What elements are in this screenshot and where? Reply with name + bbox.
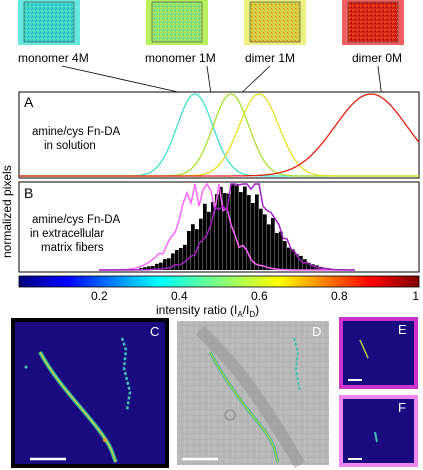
panel-d-letter: D: [312, 324, 321, 339]
colorbar-tick-label: 0.2: [91, 289, 108, 303]
panel-b-histogram-bar: [239, 192, 243, 270]
panel-b-histogram-bar: [199, 218, 203, 270]
panel-a-plot: [19, 93, 420, 177]
panel-b-histogram-bar: [299, 255, 303, 270]
panel-a-frame: [18, 91, 420, 179]
panel-b-histogram-bar: [295, 254, 299, 270]
panel-b-histogram-bar: [231, 184, 235, 270]
panel-b-histogram-bar: [159, 262, 163, 270]
panel-b-histogram-bar: [243, 186, 247, 270]
thumbnail-monomer-1m: [146, 0, 208, 45]
panel-d-image: D: [174, 318, 332, 469]
panel-b-text-line-1: amine/cys Fn-DA: [32, 214, 121, 226]
panel-b-histogram-bar: [207, 211, 211, 270]
colorbar-ticks: 0.2 0.4 0.6 0.8 1: [91, 289, 419, 303]
panel-a-text-line-2: in solution: [44, 140, 96, 152]
panel-b-histogram-bar: [175, 250, 179, 270]
panel-b-histogram-bar: [163, 259, 167, 270]
panel-b-histogram-bar: [171, 253, 175, 270]
panel-b-histogram-bar: [267, 224, 271, 270]
thumbnail-label-dimer-0m: dimer 0M: [352, 51, 402, 65]
panel-b-histogram-bar: [247, 195, 251, 270]
panel-b-histogram-bar: [155, 263, 159, 270]
colorbar-tick-label: 1: [412, 289, 419, 303]
panel-b-histogram-bar: [179, 248, 183, 270]
colorbar: [18, 275, 420, 288]
panel-b-histogram-bar: [307, 262, 311, 270]
panel-b-histogram-bar: [311, 264, 315, 270]
panel-a-text-line-1: amine/cys Fn-DA: [32, 126, 121, 138]
panel-b-histogram-bar: [227, 193, 231, 270]
panel-b-histogram-bar: [271, 218, 275, 270]
panel-b-text-line-3: matrix fibers: [41, 242, 104, 254]
panel-b-histogram-bar: [287, 247, 291, 270]
thumbnail-label-monomer-1m: monomer 1M: [145, 51, 216, 65]
panel-b-histogram-bar: [191, 224, 195, 270]
panel-b-histogram-bar: [151, 265, 155, 270]
panel-c-image: C: [11, 318, 169, 468]
panel-b-histogram-bar: [139, 268, 143, 270]
panel-b-curve-2: [99, 183, 355, 271]
panel-b-histogram-bar: [223, 193, 227, 270]
colorbar-tick-label: 0.6: [251, 289, 268, 303]
panel-b-histogram-bar: [219, 186, 223, 270]
panel-b-text-line-2: in extracellular: [30, 228, 104, 240]
panel-b-histogram-bar: [183, 244, 187, 270]
panel-b-histogram-bar: [279, 231, 283, 270]
panel-b-histogram-bar: [187, 231, 191, 270]
panel-e-image: E: [339, 317, 418, 389]
panel-b-histogram-bar: [263, 214, 267, 270]
panel-b-histogram-bar: [283, 241, 287, 270]
thumbnail-monomer-4m: [18, 0, 80, 45]
thumbnail-dimer-1m: [244, 0, 306, 45]
panel-b-histogram-bar: [259, 208, 263, 270]
panel-b-histogram-bar: [251, 203, 255, 270]
thumbnail-label-monomer-4m: monomer 4M: [18, 51, 89, 65]
thumbnail-dimer-0m: [342, 0, 404, 45]
panel-b-histogram-bar: [147, 266, 151, 270]
panel-b-histogram-bar: [275, 233, 279, 270]
panel-f-image: F: [339, 395, 418, 467]
panel-b-histogram-bar: [291, 249, 295, 270]
panel-c-letter: C: [150, 324, 159, 339]
panel-e-letter: E: [398, 322, 407, 337]
panel-b-plot: [99, 182, 355, 271]
y-axis-label: normalized pixels: [0, 165, 14, 258]
panel-a-curve-4: [19, 93, 420, 177]
panel-b-histogram-bar: [235, 185, 239, 270]
panel-b-histogram-bar: [143, 267, 147, 270]
panel-b-histogram-bar: [215, 194, 219, 270]
panel-b-histogram-bar: [211, 201, 215, 270]
panel-b-letter: B: [24, 185, 33, 201]
panel-b-histogram-bar: [303, 259, 307, 270]
panel-a-letter: A: [24, 94, 34, 110]
colorbar-label: intensity ratio (IA/ID): [156, 303, 259, 319]
thumbnail-label-dimer-1m: dimer 1M: [245, 51, 295, 65]
colorbar-tick-label: 0.8: [331, 289, 348, 303]
panel-b-histogram-bar: [255, 194, 259, 270]
colorbar-tick-label: 0.4: [171, 289, 188, 303]
panel-b-histogram-bar: [167, 258, 171, 270]
panel-f-letter: F: [398, 400, 406, 415]
